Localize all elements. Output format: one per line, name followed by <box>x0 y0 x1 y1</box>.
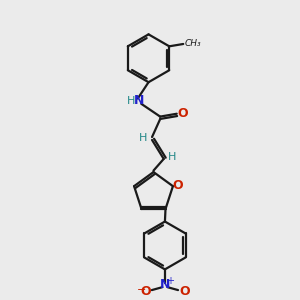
Text: +: + <box>166 276 174 286</box>
Text: H: H <box>127 96 135 106</box>
Text: O: O <box>178 107 188 121</box>
Text: H: H <box>139 133 148 142</box>
Text: N: N <box>134 94 145 107</box>
Text: O: O <box>141 285 151 298</box>
Text: −: − <box>136 284 146 295</box>
Text: N: N <box>160 278 170 291</box>
Text: H: H <box>168 152 177 162</box>
Text: O: O <box>172 179 183 192</box>
Text: CH₃: CH₃ <box>185 40 201 49</box>
Text: O: O <box>179 285 190 298</box>
